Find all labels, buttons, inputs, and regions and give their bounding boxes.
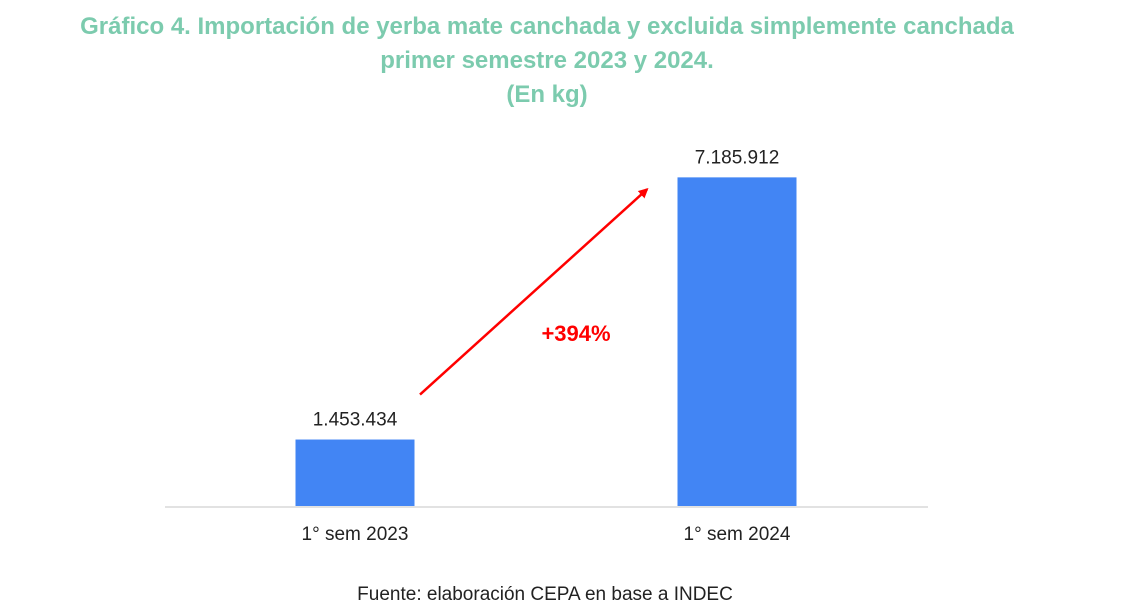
source-note: Fuente: elaboración CEPA en base a INDEC — [357, 584, 733, 605]
chart-title: Gráfico 4. Importación de yerba mate can… — [0, 10, 1094, 112]
growth-arrow — [419, 188, 649, 396]
chart-title-line-1: Gráfico 4. Importación de yerba mate can… — [80, 13, 1014, 40]
bars-group — [295, 177, 797, 506]
chart-title-line-3: (En kg) — [506, 81, 588, 108]
category-label-2: 1° sem 2024 — [684, 524, 791, 545]
bar-2 — [677, 177, 797, 506]
growth-annotation: +394% — [541, 321, 610, 346]
chart-title-line-2: primer semestre 2023 y 2024. — [380, 47, 714, 74]
value-label-1: 1.453.434 — [313, 410, 398, 431]
bar-1 — [295, 439, 415, 506]
labels-group: 1.453.434 1° sem 2023 7.185.912 1° sem 2024 — [302, 147, 791, 545]
category-label-1: 1° sem 2023 — [302, 524, 409, 545]
value-label-2: 7.185.912 — [695, 147, 780, 168]
